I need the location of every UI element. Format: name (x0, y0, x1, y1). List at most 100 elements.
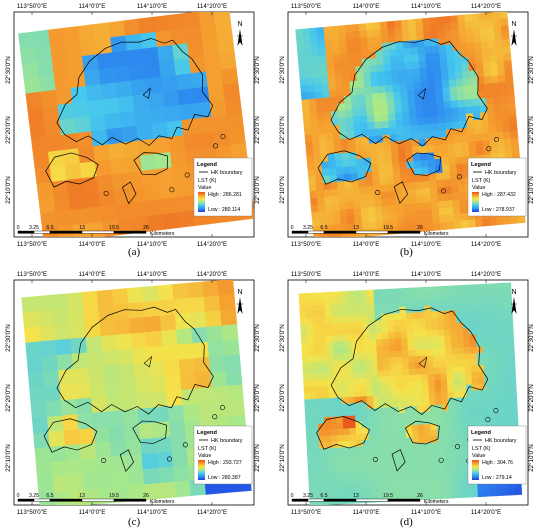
lon-tick-top: 113°50'0"E (17, 271, 47, 278)
lon-tick-bottom: 114°0'0"E (353, 509, 380, 516)
scale-segment (355, 498, 389, 502)
legend: Legend HK boundary LST (K) Value High : … (193, 157, 253, 217)
lat-tick-left: 22°10'0"N (279, 444, 286, 472)
map-figure: 113°50'0"E 113°50'0"E 114°0'0"E 114°0'0"E 11… (279, 3, 535, 248)
scale-segment (49, 498, 83, 502)
legend-layer-label: LST (K) (198, 446, 217, 452)
lon-tick-top: 114°20'0"E (471, 271, 501, 278)
lat-tick-right: 22°20'0"N (528, 384, 535, 412)
scale-tick-label: 26 (417, 225, 423, 231)
scale-segment (387, 230, 421, 234)
caption-d: (d) (400, 516, 413, 528)
scale-segment (81, 230, 115, 234)
legend-boundary-label: HK boundary (211, 170, 243, 176)
north-arrow-icon (511, 297, 517, 314)
color-ramp (472, 460, 479, 480)
lon-tick-top: 113°50'0"E (291, 3, 321, 10)
north-arrow: N (237, 21, 243, 46)
scale-tick-label: 3.25 (29, 493, 39, 499)
north-label: N (237, 21, 242, 28)
map-panel-2: 113°50'0"E 113°50'0"E 114°0'0"E 114°0'0"E 11… (276, 0, 538, 250)
graticule-ticks: 113°50'0"E 113°50'0"E 114°0'0"E 114°0'0"E 11… (5, 3, 261, 248)
legend-value-label: Value (472, 185, 485, 191)
lat-tick-left: 22°10'0"N (5, 176, 12, 204)
graticule-ticks: 113°50'0"E 113°50'0"E 114°0'0"E 114°0'0"E 11… (279, 271, 535, 516)
legend-high-value: High : 286.281 (208, 192, 242, 198)
lon-tick-bottom: 114°10'0"E (137, 509, 167, 516)
lat-tick-right: 22°30'0"N (528, 56, 535, 84)
lon-tick-top: 114°0'0"E (79, 271, 106, 278)
scale-tick-label: 26 (143, 493, 149, 499)
north-arrow: N (511, 21, 517, 46)
scale-tick-label: 13 (353, 493, 359, 499)
lon-tick-top: 113°50'0"E (291, 271, 321, 278)
scale-tick-label: 6.5 (320, 493, 327, 499)
legend-high-value: High : 304.76 (482, 460, 513, 466)
scale-bar: 0 3.25 6.5 13 19.5 26 Kilometers (17, 493, 175, 505)
caption-a: (a) (128, 246, 141, 258)
graticule-ticks: 113°50'0"E 113°50'0"E 114°0'0"E 114°0'0"E 11… (279, 3, 535, 248)
lon-tick-bottom: 113°50'0"E (291, 509, 321, 516)
lon-tick-top: 114°10'0"E (137, 3, 167, 10)
lat-tick-left: 22°20'0"N (5, 384, 12, 412)
scale-tick-label: 19.5 (383, 225, 393, 231)
lat-tick-right: 22°20'0"N (528, 116, 535, 144)
lon-tick-bottom: 114°0'0"E (79, 509, 106, 516)
legend-low-value: Low : 278.937 (482, 207, 515, 213)
scale-tick-label: 0 (17, 225, 20, 231)
lat-tick-left: 22°20'0"N (5, 116, 12, 144)
legend-high-value: High : 293.727 (208, 460, 242, 466)
scale-tick-label: 6.5 (46, 225, 53, 231)
north-arrow-icon (511, 29, 517, 46)
lon-tick-top: 114°10'0"E (137, 271, 167, 278)
lon-tick-bottom: 114°20'0"E (471, 509, 501, 516)
lat-tick-right: 22°10'0"N (528, 444, 535, 472)
scale-tick-label: 13 (353, 225, 359, 231)
legend-boundary-label: HK boundary (211, 438, 243, 444)
color-ramp (198, 460, 205, 480)
map-figure: 113°50'0"E 113°50'0"E 114°0'0"E 114°0'0"E 11… (5, 3, 261, 248)
north-arrow-icon (237, 29, 243, 46)
scale-tick-label: 13 (79, 493, 85, 499)
lon-tick-bottom: 114°10'0"E (411, 509, 441, 516)
scale-tick-label: 6.5 (46, 493, 53, 499)
lon-tick-top: 114°10'0"E (411, 3, 441, 10)
lon-tick-bottom: 113°50'0"E (17, 241, 47, 248)
north-label: N (511, 21, 516, 28)
north-arrow: N (511, 289, 517, 314)
color-ramp (198, 192, 205, 212)
lon-tick-bottom: 113°50'0"E (291, 241, 321, 248)
scale-tick-label: 0 (291, 493, 294, 499)
lat-tick-left: 22°10'0"N (5, 444, 12, 472)
legend-title: Legend (197, 162, 217, 168)
lon-tick-top: 114°0'0"E (353, 271, 380, 278)
scale-segment (387, 498, 421, 502)
map-panel-1: 113°50'0"E 113°50'0"E 114°0'0"E 114°0'0"E 11… (2, 0, 264, 250)
lat-tick-left: 22°30'0"N (5, 324, 12, 352)
scale-bar: 0 3.25 6.5 13 19.5 26 Kilometers (291, 225, 449, 237)
scale-segment (113, 498, 147, 502)
scale-tick-label: 26 (417, 493, 423, 499)
lat-tick-left: 22°30'0"N (5, 56, 12, 84)
lon-tick-bottom: 114°20'0"E (197, 241, 227, 248)
scale-segment (33, 230, 51, 234)
map-panel-4: 113°50'0"E 113°50'0"E 114°0'0"E 114°0'0"E 11… (276, 268, 538, 518)
north-label: N (511, 289, 516, 296)
scale-segment (49, 230, 83, 234)
legend-low-value: Low : 279.14 (482, 475, 512, 481)
legend: Legend HK boundary LST (K) Value High : … (193, 425, 253, 485)
scale-tick-label: 19.5 (109, 493, 119, 499)
map-figure: 113°50'0"E 113°50'0"E 114°0'0"E 114°0'0"E 11… (279, 271, 535, 516)
lon-tick-bottom: 114°20'0"E (471, 241, 501, 248)
scale-tick-label: 19.5 (109, 225, 119, 231)
map-panel-3: 113°50'0"E 113°50'0"E 114°0'0"E 114°0'0"E 11… (2, 268, 264, 518)
legend-title: Legend (471, 162, 491, 168)
color-ramp (472, 192, 479, 212)
caption-c: (c) (128, 516, 141, 528)
lat-tick-right: 22°20'0"N (254, 116, 261, 144)
scale-segment (33, 498, 51, 502)
scale-segment (323, 498, 357, 502)
lon-tick-top: 114°20'0"E (197, 3, 227, 10)
lon-tick-bottom: 113°50'0"E (17, 509, 47, 516)
scale-segment (17, 498, 35, 502)
